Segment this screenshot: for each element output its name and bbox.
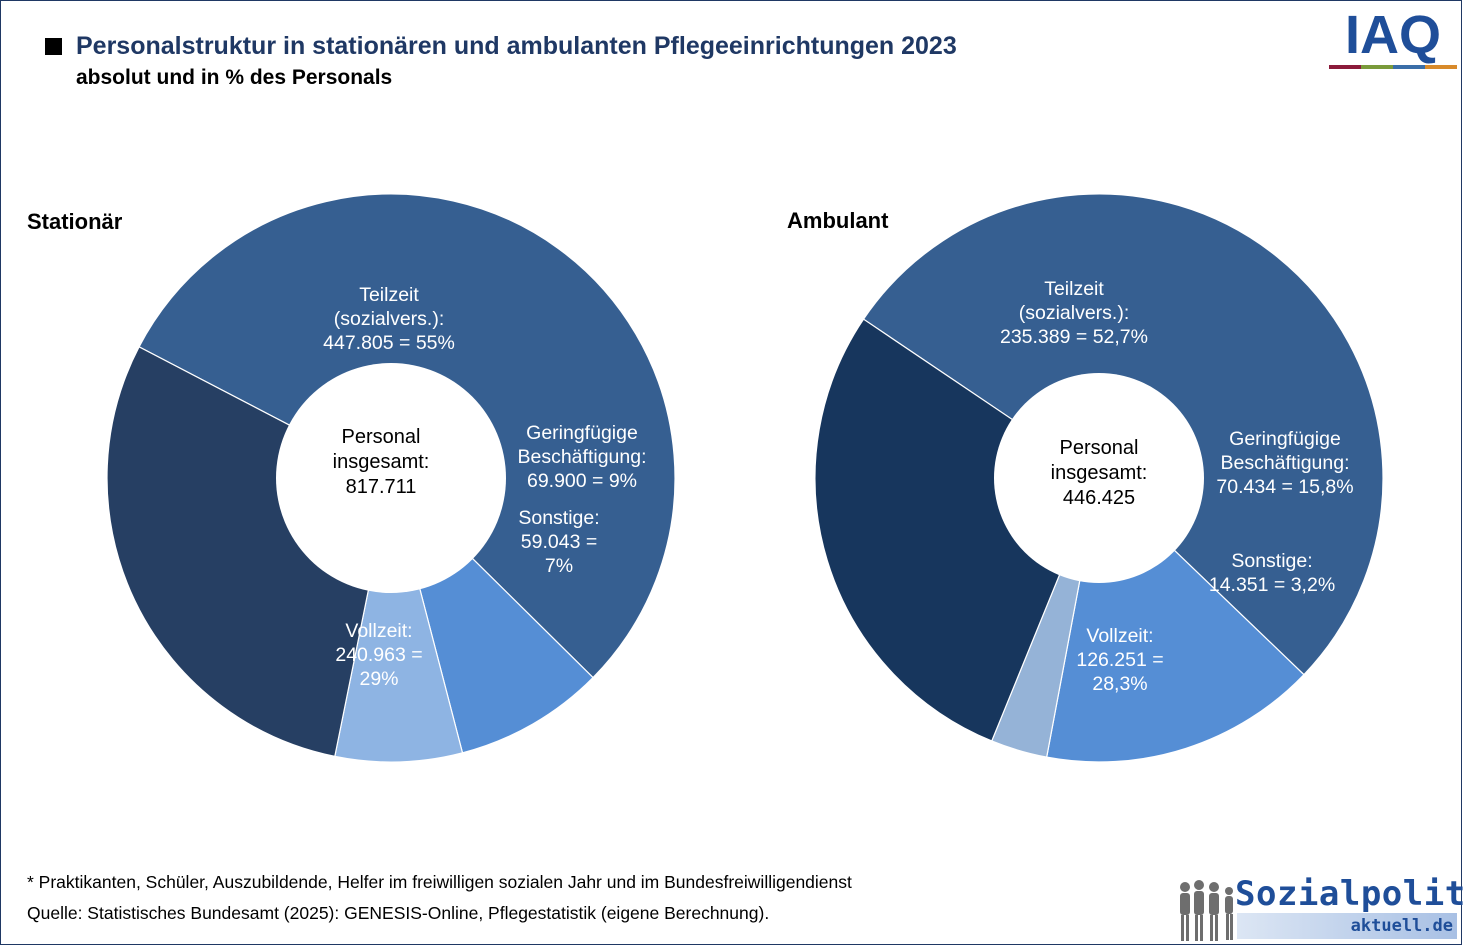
- ambulant-slice-label-2: Sonstige: 14.351 = 3,2%: [1209, 550, 1335, 596]
- chart-subtitle: absolut und in % des Personals: [76, 66, 393, 89]
- source-note: Quelle: Statistisches Bundesamt (2025): …: [27, 903, 770, 923]
- ambulant-slice-label-0: Teilzeit (sozialvers.): 235.389 = 52,7%: [1000, 278, 1148, 348]
- stationaer-slice-label-1: Geringfügige Beschäftigung: 69.900 = 9%: [517, 422, 646, 492]
- ambulant-donut-hole: [994, 373, 1204, 583]
- ambulant-slice-label-3: Vollzeit: 126.251 = 28,3%: [1076, 625, 1163, 695]
- stationaer-slice-label-2: Sonstige: 59.043 = 7%: [518, 507, 599, 577]
- stationaer-center-label: Personal insgesamt: 817.711: [333, 426, 430, 498]
- chart-title-ambulant: Ambulant: [787, 208, 889, 233]
- brand-name: Sozialpolitik-: [1235, 874, 1464, 914]
- stationaer-slice-label-3: Vollzeit: 240.963 = 29%: [335, 620, 422, 690]
- stationaer-slice-2: [334, 477, 464, 763]
- chart-title: Personalstruktur in stationären und ambu…: [76, 32, 957, 60]
- brand-domain: aktuell.de: [1350, 916, 1453, 936]
- footnote: * Praktikanten, Schüler, Auszubildende, …: [27, 872, 852, 892]
- stationaer-donut-hole: [276, 363, 506, 593]
- iaq-logo-text: IAQ: [1345, 5, 1441, 65]
- title-marker: [45, 38, 62, 55]
- ambulant-center-label: Personal insgesamt: 446.425: [1051, 437, 1148, 509]
- ambulant-slice-label-1: Geringfügige Beschäftigung: 70.434 = 15,8%: [1216, 428, 1353, 498]
- brand-bar: [1237, 913, 1457, 939]
- ambulant-slice-3: [814, 318, 1100, 742]
- stationaer-slice-label-0: Teilzeit (sozialvers.): 447.805 = 55%: [323, 284, 455, 354]
- chart-title-stationaer: Stationär: [27, 209, 123, 234]
- iaq-logo: IAQ: [1329, 5, 1457, 69]
- people-silhouette-icon: [1180, 880, 1233, 941]
